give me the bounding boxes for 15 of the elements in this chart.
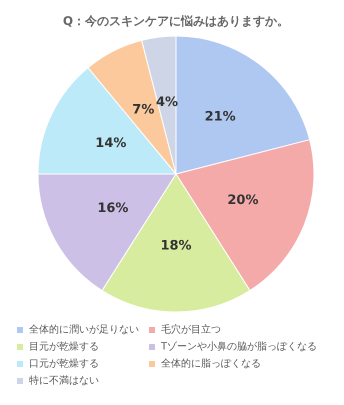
data-label: 4%	[156, 95, 178, 110]
legend-label: 全体的に脂っぽくなる	[161, 358, 261, 370]
data-label: 21%	[204, 110, 236, 125]
legend-label: 特に不満はない	[29, 374, 99, 386]
legend-label: 毛穴が目立つ	[161, 324, 221, 336]
data-label: 7%	[132, 102, 154, 118]
legend-label: Tゾーンや小鼻の脇が脂っぽくなる	[160, 340, 318, 352]
chart-title: Q：今のスキンケアに悩みはありますか。	[62, 14, 290, 28]
legend-label: 口元が乾燥する	[29, 358, 99, 370]
data-label: 14%	[95, 136, 126, 151]
data-label: 18%	[160, 238, 192, 254]
data-label: 16%	[97, 201, 128, 216]
data-label: 20%	[227, 193, 259, 208]
legend-label: 全体的に潤いが足りない	[29, 324, 139, 336]
legend-label: 目元が乾燥する	[29, 340, 99, 352]
